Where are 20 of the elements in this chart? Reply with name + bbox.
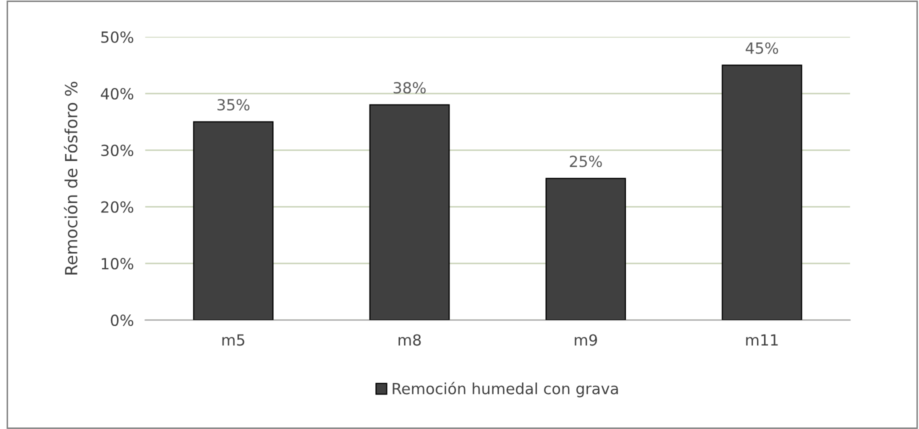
y-tick-label: 30% (101, 144, 134, 156)
y-axis-title: Remoción de Fósforo % (64, 82, 78, 274)
bar (722, 64, 802, 320)
y-tick-label: 40% (100, 88, 134, 100)
y-tick-label: 0% (110, 314, 134, 326)
bar (193, 121, 274, 320)
x-tick-label: m5 (222, 334, 244, 346)
bar (369, 104, 450, 320)
legend-label: Remoción humedal con grava (392, 382, 618, 398)
data-label: 38% (394, 82, 426, 94)
data-label: 35% (217, 98, 250, 111)
data-label: 25% (570, 156, 602, 168)
bar (546, 178, 626, 320)
y-tick-label: 10% (102, 258, 134, 270)
y-tick-label: 20% (101, 201, 134, 213)
data-label: 45% (746, 42, 778, 54)
x-tick-label: m8 (398, 334, 421, 346)
y-tick-label: 50% (101, 31, 134, 43)
x-tick-label: m11 (746, 334, 778, 346)
x-tick-label: m9 (574, 334, 597, 346)
